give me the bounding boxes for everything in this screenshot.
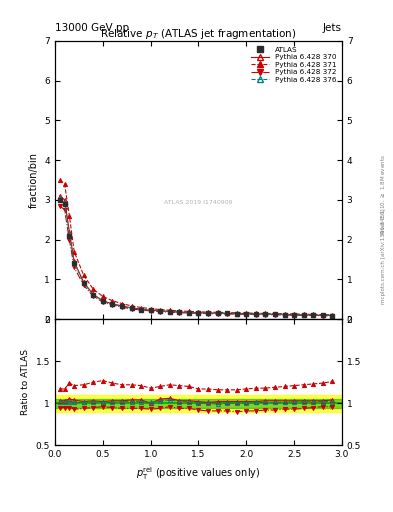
Text: 13000 GeV pp: 13000 GeV pp (55, 23, 129, 33)
Legend: ATLAS, Pythia 6.428 370, Pythia 6.428 371, Pythia 6.428 372, Pythia 6.428 376: ATLAS, Pythia 6.428 370, Pythia 6.428 37… (249, 45, 338, 85)
Text: mcplots.cern.ch [arXiv:1306.3436]: mcplots.cern.ch [arXiv:1306.3436] (381, 208, 386, 304)
Text: Rivet 3.1.10, $\geq$ 1.8M events: Rivet 3.1.10, $\geq$ 1.8M events (379, 154, 387, 235)
Y-axis label: Ratio to ATLAS: Ratio to ATLAS (21, 349, 30, 415)
Bar (55, 395, 342, 412)
Text: ATLAS 2019 I1740909: ATLAS 2019 I1740909 (164, 200, 233, 205)
Bar (55, 399, 342, 408)
Text: Jets: Jets (323, 23, 342, 33)
X-axis label: $p_{\mathrm{T}}^{\mathrm{rel}}$ (positive values only): $p_{\mathrm{T}}^{\mathrm{rel}}$ (positiv… (136, 465, 261, 482)
Y-axis label: fraction/bin: fraction/bin (29, 152, 39, 208)
Title: Relative $p_T$ (ATLAS jet fragmentation): Relative $p_T$ (ATLAS jet fragmentation) (100, 27, 297, 41)
